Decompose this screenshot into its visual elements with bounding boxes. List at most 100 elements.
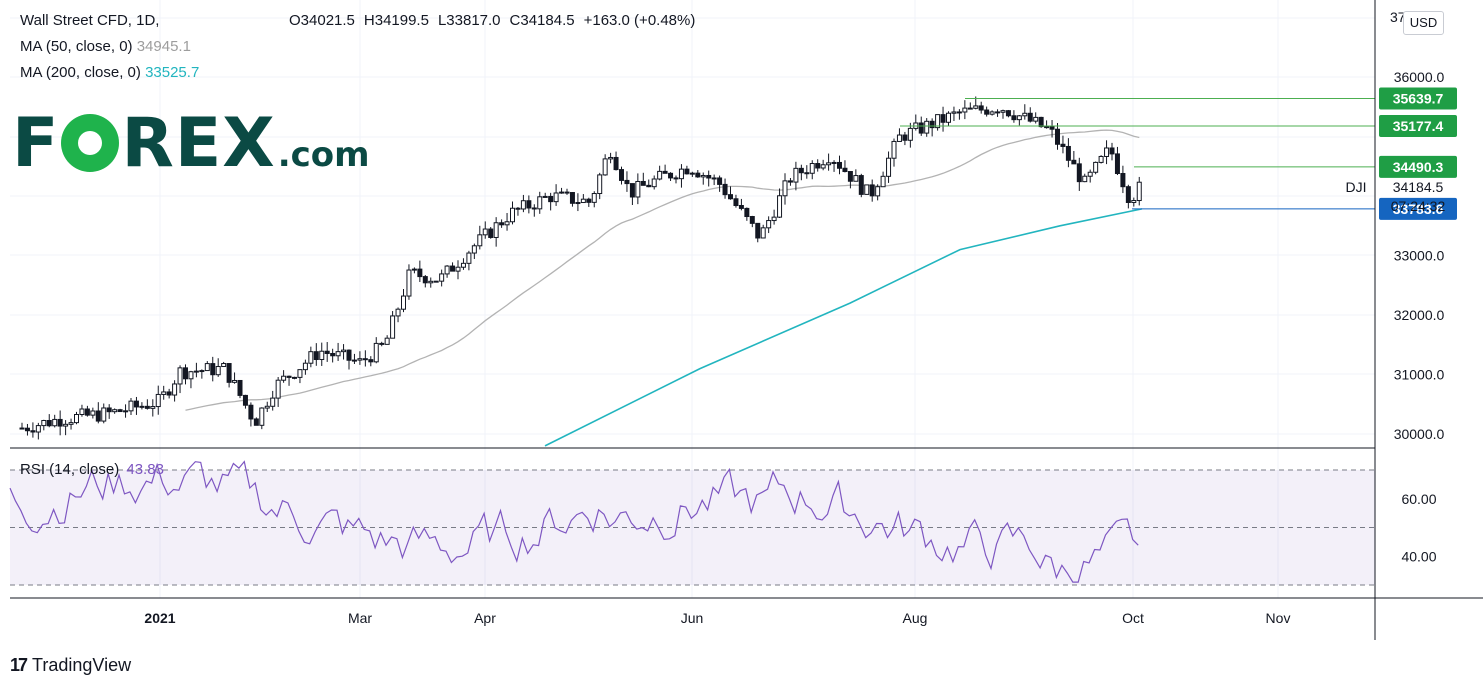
candle xyxy=(1071,150,1077,165)
currency-button[interactable]: USD xyxy=(1403,11,1444,35)
forex-logo-coin-icon xyxy=(61,114,120,172)
candle-body-up xyxy=(199,370,205,373)
candle-body-down xyxy=(450,265,456,272)
grid xyxy=(10,0,1375,598)
candle-body-up xyxy=(401,295,406,310)
candle xyxy=(357,351,363,365)
candle xyxy=(940,106,946,132)
candle xyxy=(689,171,695,177)
candle xyxy=(673,175,679,184)
candle xyxy=(967,102,973,110)
candle xyxy=(635,173,641,205)
candle-body-down xyxy=(368,359,374,363)
candle xyxy=(640,172,646,186)
level-tag-label: 35177.4 xyxy=(1393,118,1444,134)
candle xyxy=(74,411,79,425)
candle-body-up xyxy=(973,105,979,109)
candle xyxy=(809,160,815,180)
candle xyxy=(237,379,243,399)
candle-body-down xyxy=(673,177,679,180)
candle xyxy=(1065,138,1071,168)
candle xyxy=(777,188,783,218)
price-tick-label: 31000.0 xyxy=(1394,367,1445,383)
price-axis[interactable]: 30000.0 31000.0 32000.0 33000.0 36000.0 40.00… xyxy=(1390,9,1445,564)
candle-body-down xyxy=(902,134,908,141)
candle-body-up xyxy=(41,419,47,427)
candle xyxy=(837,155,842,175)
rsi-label: RSI (14, close) xyxy=(20,461,120,478)
candle xyxy=(139,402,145,410)
candle-body-up xyxy=(896,134,902,142)
time-tick-label: Aug xyxy=(903,610,928,626)
candle xyxy=(406,264,412,300)
candle xyxy=(700,172,706,185)
candle xyxy=(744,207,750,221)
candle xyxy=(351,353,357,364)
candle-body-up xyxy=(112,409,118,413)
forex-logo: F REX.com xyxy=(12,104,370,183)
candle xyxy=(117,408,123,413)
candle xyxy=(542,192,548,198)
candle-body-down xyxy=(787,180,793,183)
candle-body-down xyxy=(1044,126,1050,129)
candle-body-up xyxy=(270,397,276,407)
candle xyxy=(749,215,755,228)
candle xyxy=(232,372,238,384)
candle-body-up xyxy=(651,178,657,188)
candle xyxy=(128,398,134,416)
tradingview-text: TradingView xyxy=(32,655,132,675)
candle xyxy=(717,175,723,192)
candle-body-up xyxy=(259,407,265,426)
candle-body-up xyxy=(433,280,439,283)
candle-body-down xyxy=(569,192,575,204)
rsi-guides xyxy=(10,469,1375,586)
candle-body-up xyxy=(1033,116,1039,122)
candle-body-up xyxy=(281,375,287,381)
ma50-line xyxy=(185,129,1140,411)
candle-body-up xyxy=(591,193,597,203)
candle-body-up xyxy=(466,252,472,264)
candle xyxy=(242,394,248,409)
rsi-tick-label: 40.00 xyxy=(1401,548,1436,564)
ma50-path xyxy=(185,129,1140,411)
candle xyxy=(384,335,390,345)
candle xyxy=(275,376,281,407)
legend-rsi[interactable]: RSI (14, close) 43.83 xyxy=(20,461,164,478)
candle xyxy=(460,258,466,270)
candle-body-up xyxy=(79,408,85,416)
candle-body-up xyxy=(760,227,766,239)
candle xyxy=(362,350,368,367)
candle-body-down xyxy=(1071,159,1077,165)
candle-body-down xyxy=(755,222,761,239)
candle xyxy=(951,106,957,121)
candle-body-up xyxy=(766,220,772,229)
time-tick-label: Apr xyxy=(474,610,496,626)
legend-ma200[interactable]: MA (200, close, 0) 33525.7 xyxy=(20,64,199,81)
candle xyxy=(569,192,575,207)
candle xyxy=(619,166,624,185)
candle-body-down xyxy=(564,191,570,194)
candle-body-up xyxy=(864,184,870,195)
candle xyxy=(907,122,913,148)
candle xyxy=(864,184,870,195)
tradingview-logo[interactable]: 17 TradingView xyxy=(10,655,131,676)
rsi-value: 43.83 xyxy=(126,461,164,478)
candle-body-down xyxy=(798,167,804,174)
price-tick-label-top: 37 xyxy=(1390,9,1406,25)
rsi-line xyxy=(9,460,1139,583)
candle-body-down xyxy=(379,342,385,345)
candle-body-down xyxy=(1125,186,1131,203)
candle-body-up xyxy=(390,315,396,339)
candle xyxy=(1000,109,1006,119)
legend-ma50[interactable]: MA (50, close, 0) 34945.1 xyxy=(20,38,191,55)
ma200-label: MA (200, close, 0) xyxy=(20,64,141,81)
candle xyxy=(411,267,417,274)
candle-body-up xyxy=(319,350,325,361)
candle-body-up xyxy=(482,228,488,236)
candle-body-up xyxy=(1131,200,1137,203)
time-axis[interactable]: 2021 Mar Apr Jun Aug Oct Nov xyxy=(144,610,1290,626)
candle xyxy=(488,227,494,239)
candle xyxy=(946,111,951,126)
candle-body-up xyxy=(809,163,815,174)
